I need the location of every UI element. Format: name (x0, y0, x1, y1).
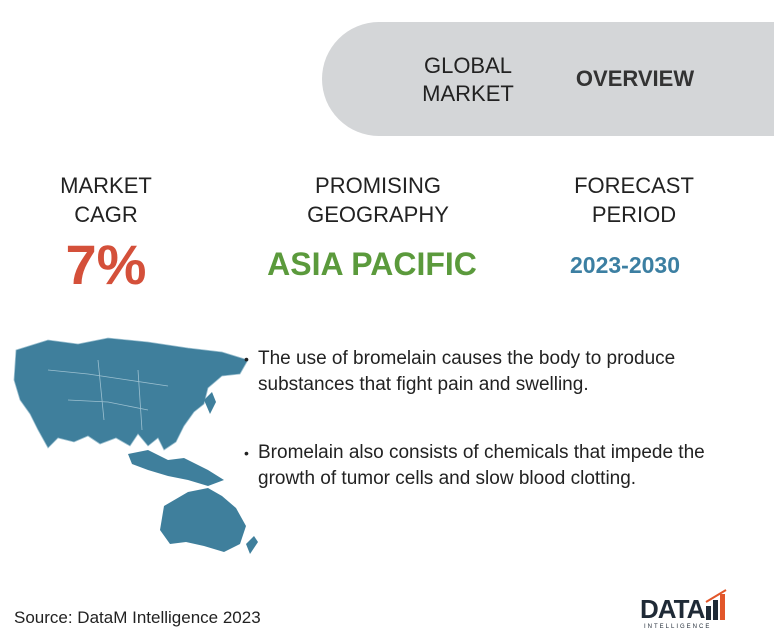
stat-label-line: GEOGRAPHY (307, 202, 449, 227)
map-australia (160, 488, 246, 552)
stat-label-line: MARKET (60, 173, 152, 198)
header-overview: OVERVIEW (575, 66, 695, 91)
bullet-text: Bromelain also consists of chemicals tha… (244, 440, 748, 492)
bullet-text: The use of bromelain causes the body to … (244, 346, 748, 398)
source-note: Source: DataM Intelligence 2023 (14, 608, 261, 627)
map-japan (204, 392, 216, 414)
header-pill (322, 22, 774, 136)
stat-label: FORECAST PERIOD (514, 171, 754, 229)
stat-value: 2023-2030 (570, 252, 680, 278)
map-islands (128, 450, 224, 486)
logo-bars (705, 589, 727, 620)
logo-name: DATA (640, 594, 705, 624)
stat-label-line: PROMISING (315, 173, 441, 198)
stat-value: 7% (65, 233, 147, 296)
map-new-zealand (246, 536, 258, 554)
stat-value: ASIA PACIFIC (267, 246, 477, 282)
asia-pacific-map (13, 337, 258, 554)
stat-label-line: CAGR (74, 202, 138, 227)
map-mainland (13, 337, 249, 451)
header-title: GLOBAL MARKET (400, 52, 536, 108)
header-title-line: MARKET (422, 81, 514, 106)
stat-label: PROMISING GEOGRAPHY (258, 171, 498, 229)
map-borders (47, 359, 169, 431)
logo-tagline: INTELLIGENCE (644, 624, 712, 630)
header-title-line: GLOBAL (423, 53, 513, 78)
stat-label-line: FORECAST (574, 173, 694, 198)
stat-label-line: PERIOD (591, 202, 677, 227)
stat-label: MARKET CAGR (0, 171, 226, 229)
logo: DATA INTELLIGENCE (640, 588, 734, 632)
